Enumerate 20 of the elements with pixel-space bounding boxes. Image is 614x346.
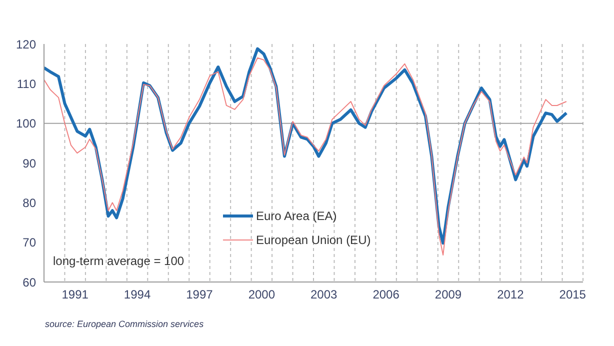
y-tick-label: 110	[16, 76, 36, 91]
legend-label: European Union (EU)	[256, 233, 371, 247]
x-tick-label: 2015	[559, 288, 586, 302]
y-tick-label: 120	[16, 37, 36, 52]
annotation: long-term average = 100	[53, 254, 184, 268]
legend-label: Euro Area (EA)	[256, 209, 337, 223]
x-tick-label: 2009	[434, 288, 462, 302]
y-tick-label: 70	[22, 236, 36, 250]
y-tick-label: 60	[22, 275, 36, 290]
y-tick-label: 100	[16, 116, 36, 131]
x-tick-label: 2000	[248, 288, 276, 302]
x-tick-label: 2003	[310, 288, 338, 302]
x-tick-label: 1994	[124, 288, 151, 302]
x-tick-label: 2012	[497, 288, 524, 302]
y-tick-label: 80	[22, 196, 36, 210]
y-tick-label: 90	[22, 156, 36, 170]
x-tick-label: 1997	[186, 288, 214, 302]
x-tick-label: 2006	[372, 288, 400, 302]
source-note: source: European Commission services	[45, 319, 204, 329]
x-tick-label: 1991	[62, 288, 89, 302]
